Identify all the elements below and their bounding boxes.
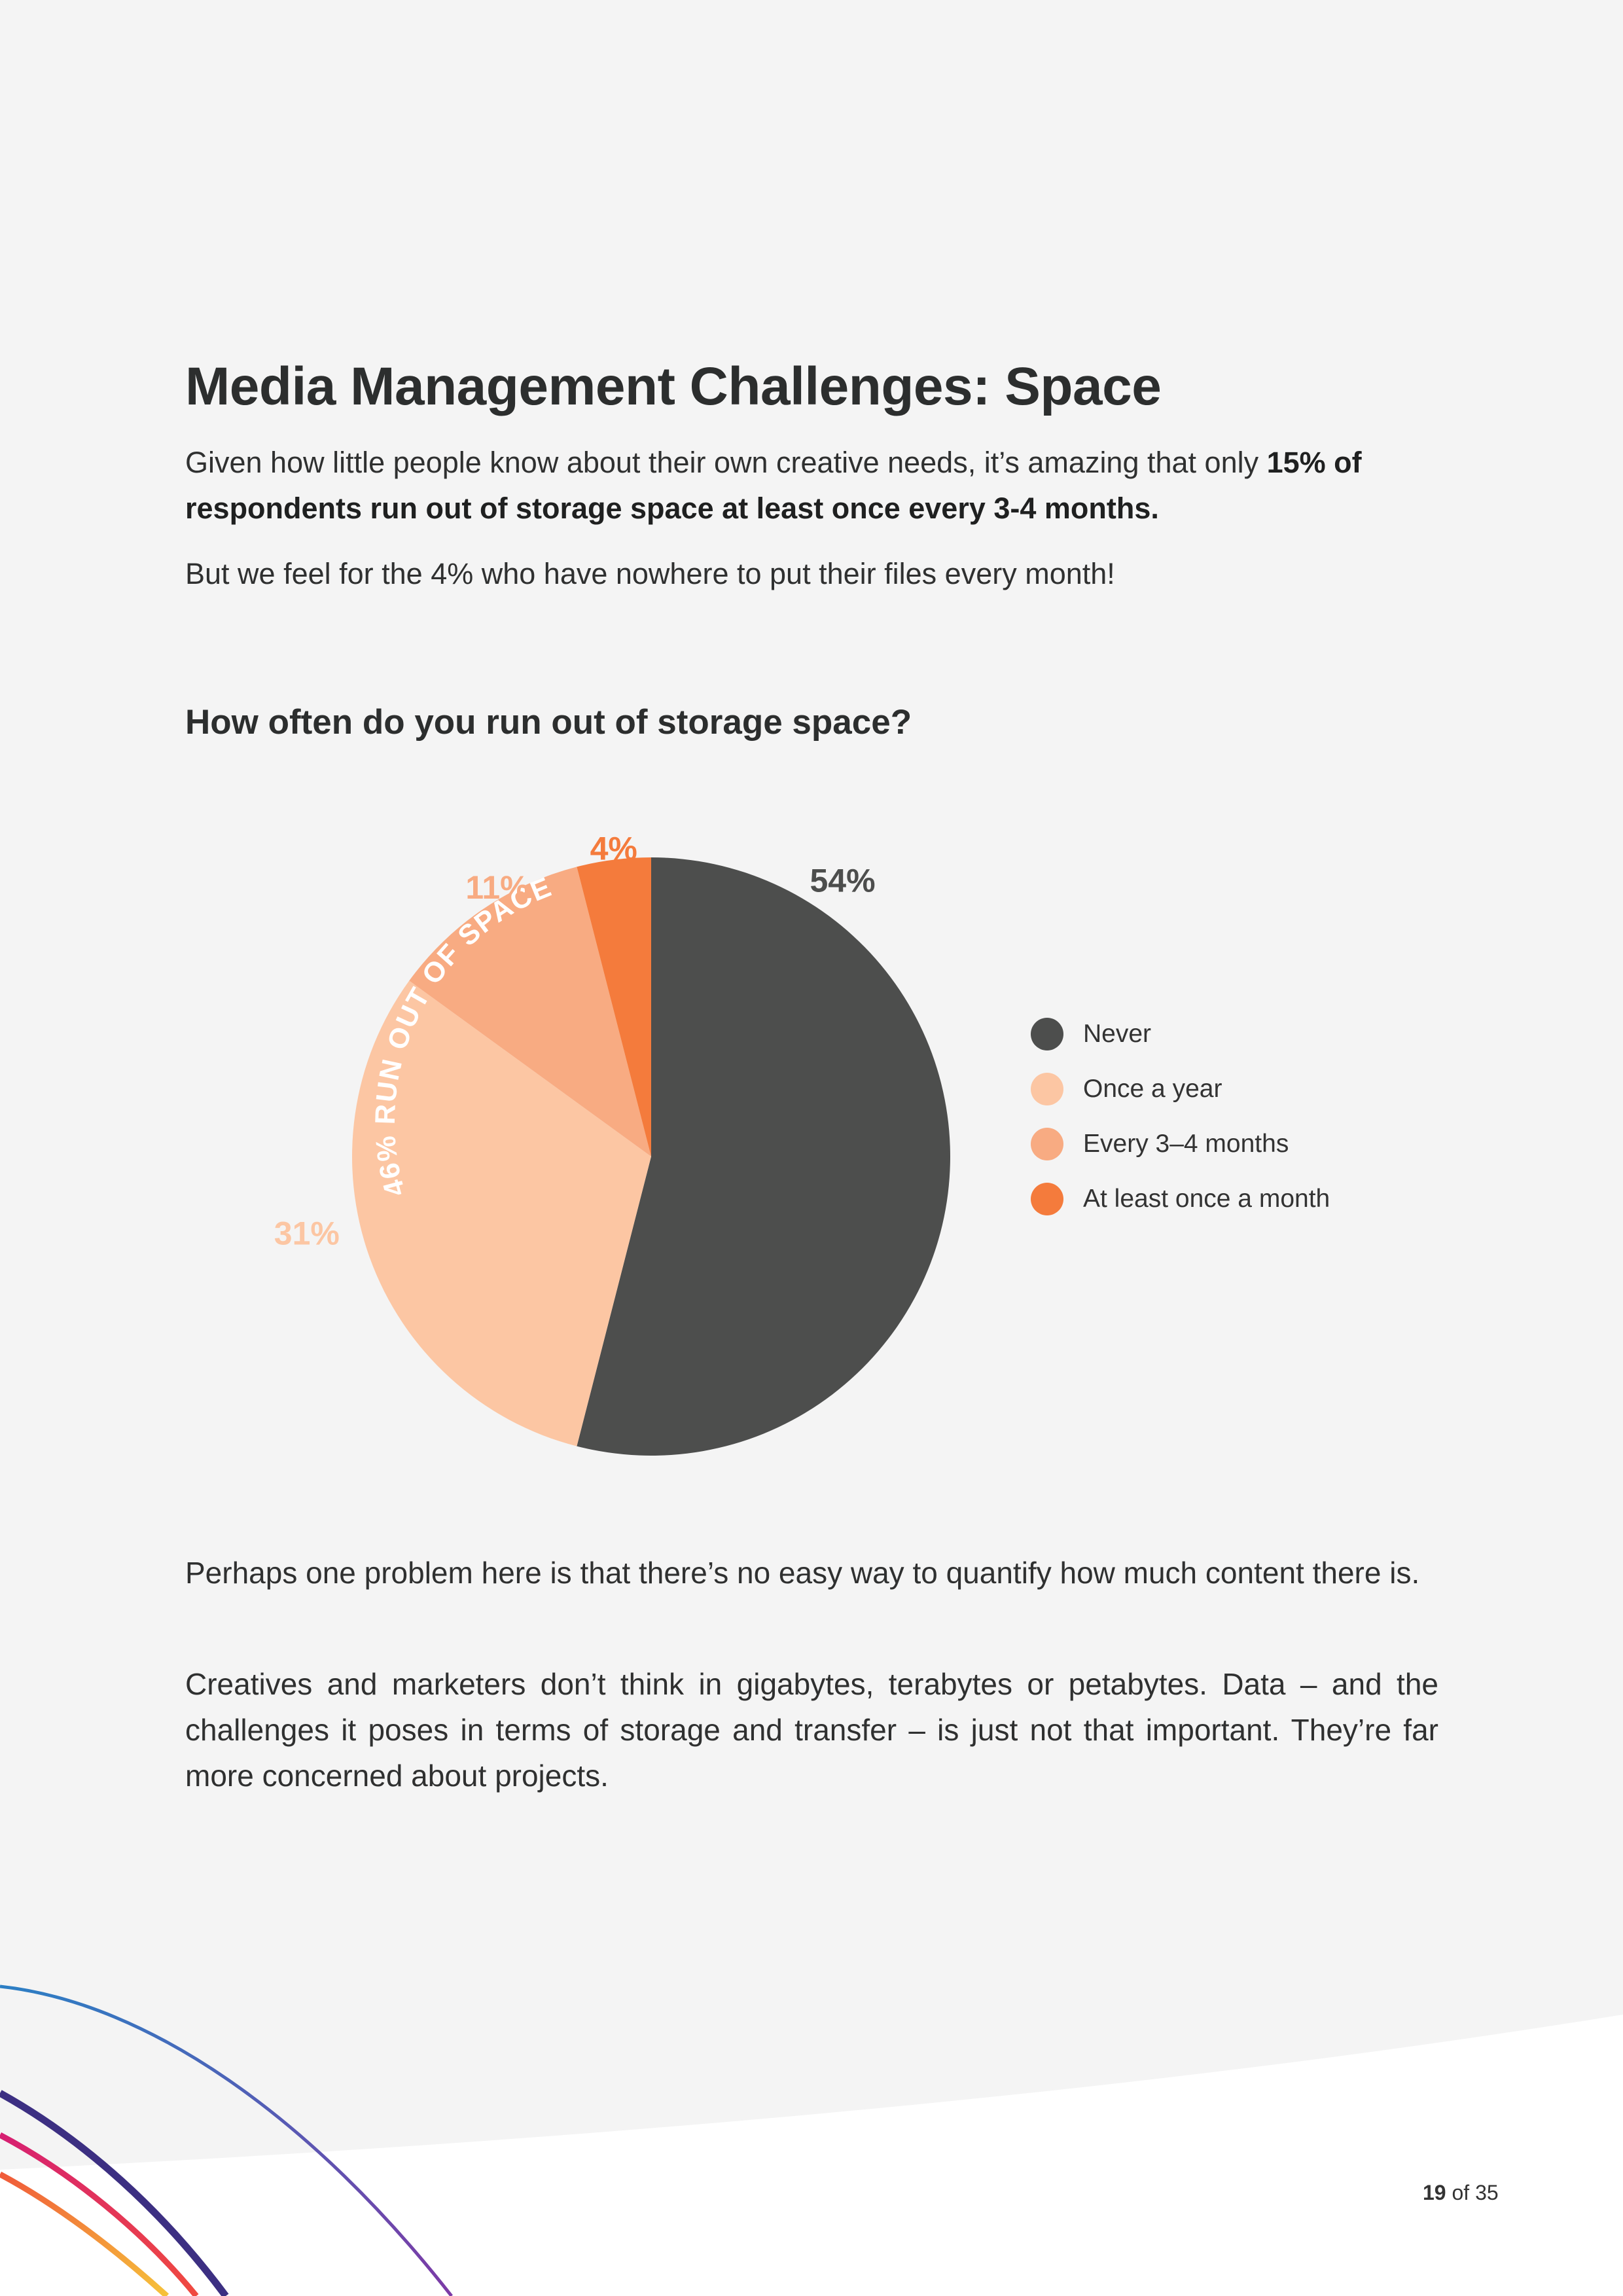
pie-label-never: 54% [810,862,875,899]
pie-slice-every-3-4-months [409,867,651,1157]
page-total: of 35 [1452,2181,1499,2204]
decorative-arc-navy [0,2090,229,2296]
legend-label: At least once a month [1083,1185,1330,1213]
decorative-arc-pink [0,2132,199,2296]
legend-swatch [1031,1018,1063,1050]
pie-slice-never [577,857,951,1456]
legend-label: Every 3–4 months [1083,1130,1289,1158]
decorative-arc-blue [0,1984,453,2296]
pie-label-once-a-year: 31% [274,1215,340,1252]
pie-label-every-3-4-months: 11% [465,869,529,906]
pie-label-at-least-once-a-month: 4% [590,831,637,867]
body-paragraph-1: Perhaps one problem here is that there’s… [185,1556,1420,1590]
pie-slice-at-least-once-a-month [577,857,651,1157]
legend-swatch [1031,1183,1063,1215]
legend-item-never: Never [1031,1007,1330,1062]
legend-label: Never [1083,1020,1152,1048]
legend-swatch [1031,1128,1063,1160]
intro-text: Given how little people know about their… [185,446,1267,479]
legend-label: Once a year [1083,1075,1222,1103]
decorative-arc-orange [0,2172,169,2296]
legend-item-every-3-4-months: Every 3–4 months [1031,1117,1330,1172]
chart-title: How often do you run out of storage spac… [185,703,912,742]
chart-legend: Never Once a year Every 3–4 months At least… [1031,1007,1330,1227]
page-number: 19 of 35 [1423,2181,1499,2205]
page-current: 19 [1423,2181,1446,2204]
body-paragraph-2: Creatives and marketers don’t think in g… [185,1667,1438,1793]
pie-chart: 46% RUN OUT OF SPACE 54%31%11%4% [274,831,951,1456]
legend-item-at-least-once-a-month: At least once a month [1031,1172,1330,1227]
pie-slice-once-a-year [352,980,651,1446]
intro-paragraph: Given how little people know about their… [185,440,1438,531]
legend-swatch [1031,1073,1063,1105]
intro-highlight: 15% of respondents run out of storage sp… [185,446,1362,525]
legend-item-once-a-year: Once a year [1031,1062,1330,1117]
intro-paragraph-2: But we feel for the 4% who have nowhere … [185,557,1115,590]
bottom-white-swoosh [0,2015,1623,2296]
page-title: Media Management Challenges: Space [185,357,1162,416]
